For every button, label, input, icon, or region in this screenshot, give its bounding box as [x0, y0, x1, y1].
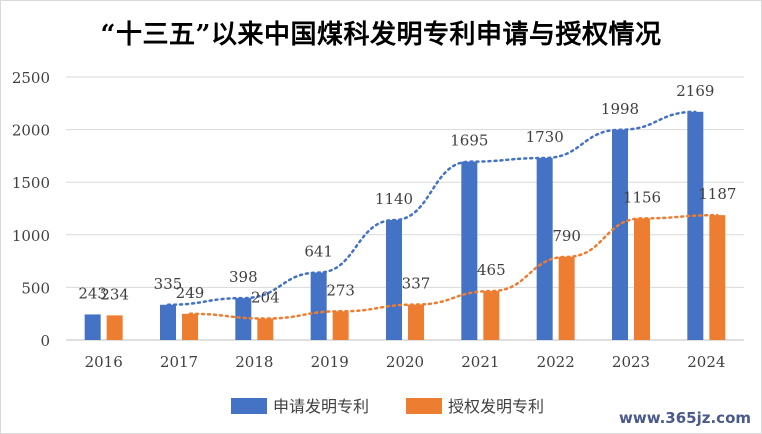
bar-granted [332, 311, 349, 340]
bar-granted [709, 215, 726, 340]
y-tick-label: 500 [21, 279, 50, 297]
x-tick-label: 2018 [235, 353, 273, 371]
bar-application [687, 111, 704, 340]
trendline-application [166, 110, 697, 307]
x-tick-label: 2022 [537, 353, 575, 371]
data-label: 204 [251, 289, 280, 307]
x-tick-label: 2021 [461, 353, 499, 371]
legend-swatch-application [231, 398, 267, 414]
bar-application [536, 158, 553, 340]
y-tick-label: 2500 [12, 69, 50, 87]
bar-application [310, 272, 327, 340]
legend-swatch-granted [406, 398, 442, 414]
data-label: 249 [176, 284, 205, 302]
data-label: 1187 [698, 185, 736, 203]
trendline-layer [166, 110, 719, 320]
data-label: 337 [402, 275, 431, 293]
y-axis: 0 500 1000 1500 2000 2500 [12, 69, 50, 350]
bar-application [235, 298, 252, 340]
data-label: 465 [477, 261, 506, 279]
data-label: 273 [326, 281, 355, 299]
data-label: 398 [229, 268, 258, 286]
bar-granted [483, 291, 500, 340]
y-tick-label: 0 [40, 332, 50, 350]
bar-granted [182, 313, 198, 340]
bar-application [84, 314, 101, 340]
y-tick-label: 2000 [12, 122, 50, 140]
data-label: 1140 [375, 190, 413, 208]
x-tick-label: 2016 [85, 353, 123, 371]
x-tick-label: 2023 [612, 353, 650, 371]
bar-application [160, 304, 176, 340]
x-tick-label: 2019 [311, 353, 349, 371]
data-label: 335 [154, 275, 183, 293]
x-tick-label: 2024 [687, 353, 725, 371]
bar-granted [257, 318, 274, 340]
bar-layer [84, 111, 726, 340]
bar-granted [408, 304, 424, 340]
data-label: 243 [78, 284, 107, 302]
data-label: 2169 [676, 82, 714, 100]
trendline-granted [188, 213, 719, 320]
y-tick-label: 1500 [12, 174, 50, 192]
bar-application [461, 161, 478, 340]
bar-application [612, 129, 628, 340]
bar-application [386, 220, 402, 340]
x-tick-label: 2017 [160, 353, 198, 371]
data-label: 1695 [450, 132, 488, 150]
x-tick-label: 2020 [386, 353, 424, 371]
data-label: 1156 [623, 188, 661, 206]
data-label: 234 [100, 285, 129, 303]
x-axis: 2016 2017 2018 2019 2020 2021 2022 2023 2024 [85, 353, 726, 371]
bar-granted [106, 315, 123, 340]
data-label: 790 [552, 227, 581, 245]
grid-layer [66, 76, 744, 341]
data-label: 1998 [601, 100, 639, 118]
y-tick-label: 1000 [12, 227, 50, 245]
watermark-text: www.365jz.com [611, 404, 759, 432]
bar-granted [558, 256, 575, 340]
bar-granted [634, 218, 650, 340]
data-label: 1730 [526, 128, 564, 146]
chart-title: “十三五”以来中国煤科发明专利申请与授权情况 [100, 20, 662, 50]
data-label-layer: 243 335 398 641 1140 1695 1730 1998 2169 234 249 20… [78, 82, 736, 307]
legend: 申请发明专利 授权发明专利 [231, 397, 544, 416]
data-label: 641 [304, 243, 333, 261]
legend-label: 申请发明专利 [273, 397, 369, 416]
legend-label: 授权发明专利 [448, 397, 544, 416]
